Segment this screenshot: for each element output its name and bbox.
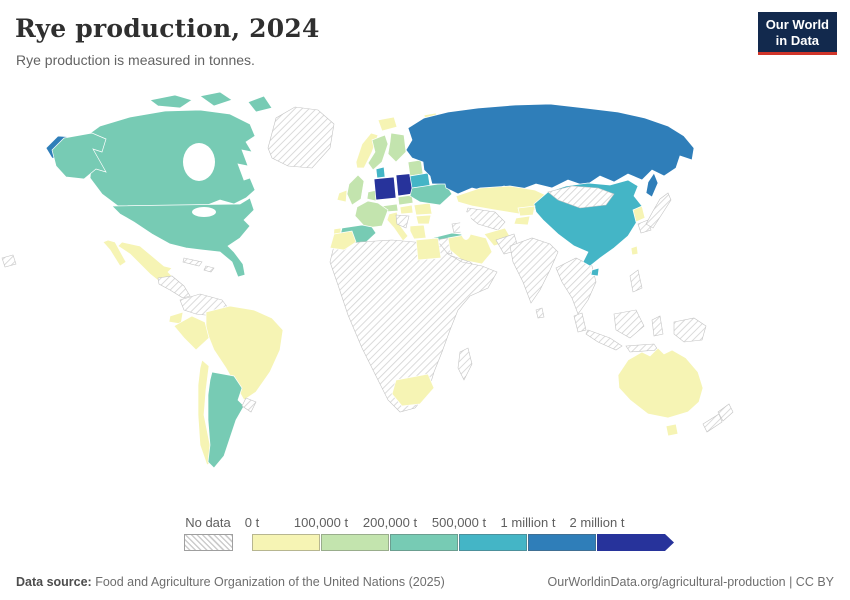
country-sri-lanka[interactable] [535,307,545,319]
owid-logo[interactable]: Our World in Data [757,12,837,56]
country-africa-other[interactable] [329,239,498,413]
country-italy[interactable] [386,211,409,242]
country-mexico-baja[interactable] [102,239,127,267]
legend-tick-label-2: 200,000 t [362,515,418,530]
country-sweden[interactable] [367,134,389,171]
country-russia-sakhalin[interactable] [645,172,659,198]
country-philippines[interactable] [629,269,643,293]
country-egypt[interactable] [415,237,442,261]
country-tajikistan[interactable] [513,215,531,226]
country-madagascar[interactable] [457,347,473,381]
country-argentina[interactable] [207,371,245,469]
country-australia[interactable] [617,347,704,419]
country-greece[interactable] [409,224,427,240]
country-united-kingdom[interactable] [346,174,365,206]
country-baltic-states[interactable] [407,159,424,177]
footer-link[interactable]: OurWorldinData.org/agricultural-producti… [547,575,834,589]
legend-tick-label-3: 500,000 t [431,515,487,530]
data-source-text: Food and Agriculture Organization of the… [95,575,445,589]
country-finland[interactable] [387,132,407,163]
country-borneo[interactable] [613,309,645,339]
country-china-hainan[interactable] [590,267,600,277]
country-uruguay[interactable] [241,397,257,413]
country-cuba[interactable] [182,257,203,267]
country-brazil[interactable] [205,305,284,401]
country-western-balkans[interactable] [395,214,410,229]
legend-bin-2[interactable] [390,534,458,551]
country-united-states[interactable] [111,197,255,278]
country-canada[interactable] [77,109,256,207]
country-hawaii[interactable] [1,254,17,268]
legend-bin-5[interactable] [597,534,674,551]
country-taiwan[interactable] [630,245,639,256]
country-japan[interactable] [645,192,672,229]
country-iran[interactable] [447,233,493,265]
data-source: Data source: Food and Agriculture Organi… [16,575,445,589]
country-france[interactable] [354,200,389,229]
owid-logo-line1: Our World [765,17,829,32]
country-hispaniola[interactable] [203,265,215,273]
country-new-zealand-north[interactable] [717,403,734,422]
legend-tick-label-1: 100,000 t [293,515,349,530]
country-sumatra[interactable] [585,329,623,351]
country-canada-arctic-2[interactable] [199,91,233,107]
legend-bin-4[interactable] [528,534,596,551]
hudson-bay [183,143,215,181]
country-romania[interactable] [413,202,433,216]
country-java[interactable] [625,343,659,353]
country-central-america[interactable] [157,275,191,299]
legend-bar [252,534,674,551]
country-south-africa[interactable] [391,373,435,407]
country-north-korea[interactable] [632,205,646,223]
country-peru[interactable] [173,315,210,351]
country-hungary[interactable] [399,204,414,215]
legend-bin-1[interactable] [321,534,389,551]
country-netherlands[interactable] [366,189,378,202]
country-mongolia[interactable] [547,185,615,209]
legend-tick-label-5: 2 million t [569,515,625,530]
legend-bin-0[interactable] [252,534,320,551]
country-morocco[interactable] [329,230,357,251]
page-subtitle: Rye production is measured in tonnes. [16,52,255,68]
great-lakes [192,207,216,217]
footer: Data source: Food and Agriculture Organi… [16,575,834,589]
legend-tick-label-0: 0 t [244,515,260,530]
country-india[interactable] [509,237,559,304]
country-australia-tasmania[interactable] [665,423,679,437]
country-sulawesi[interactable] [651,315,664,337]
country-iceland[interactable] [377,116,398,132]
country-canada-arctic-3[interactable] [247,95,273,113]
data-source-label: Data source: [16,575,92,589]
country-denmark[interactable] [375,166,386,179]
legend-no-data-label: No data [185,515,231,530]
country-mainland-southeast-asia[interactable] [555,257,597,315]
legend-no-data-swatch[interactable] [184,534,233,551]
country-malay-peninsula[interactable] [573,312,587,333]
country-canada-arctic-1[interactable] [149,94,193,109]
legend-tick-label-4: 1 million t [500,515,556,530]
country-new-guinea[interactable] [673,317,707,343]
country-china[interactable] [533,179,643,267]
country-ireland[interactable] [336,189,348,203]
page-title: Rye production, 2024 [15,14,320,43]
legend-bin-3[interactable] [459,534,527,551]
country-new-zealand-south[interactable] [702,413,723,433]
country-kyrgyzstan[interactable] [517,205,536,217]
owid-logo-line2: in Data [775,32,820,48]
caspian-sea [460,212,472,240]
country-bulgaria[interactable] [415,214,432,225]
country-germany[interactable] [373,176,397,201]
country-russia[interactable] [405,103,695,195]
country-czechia[interactable] [397,194,414,206]
country-united-states-alaska[interactable] [51,132,107,180]
country-greenland[interactable] [267,106,335,169]
